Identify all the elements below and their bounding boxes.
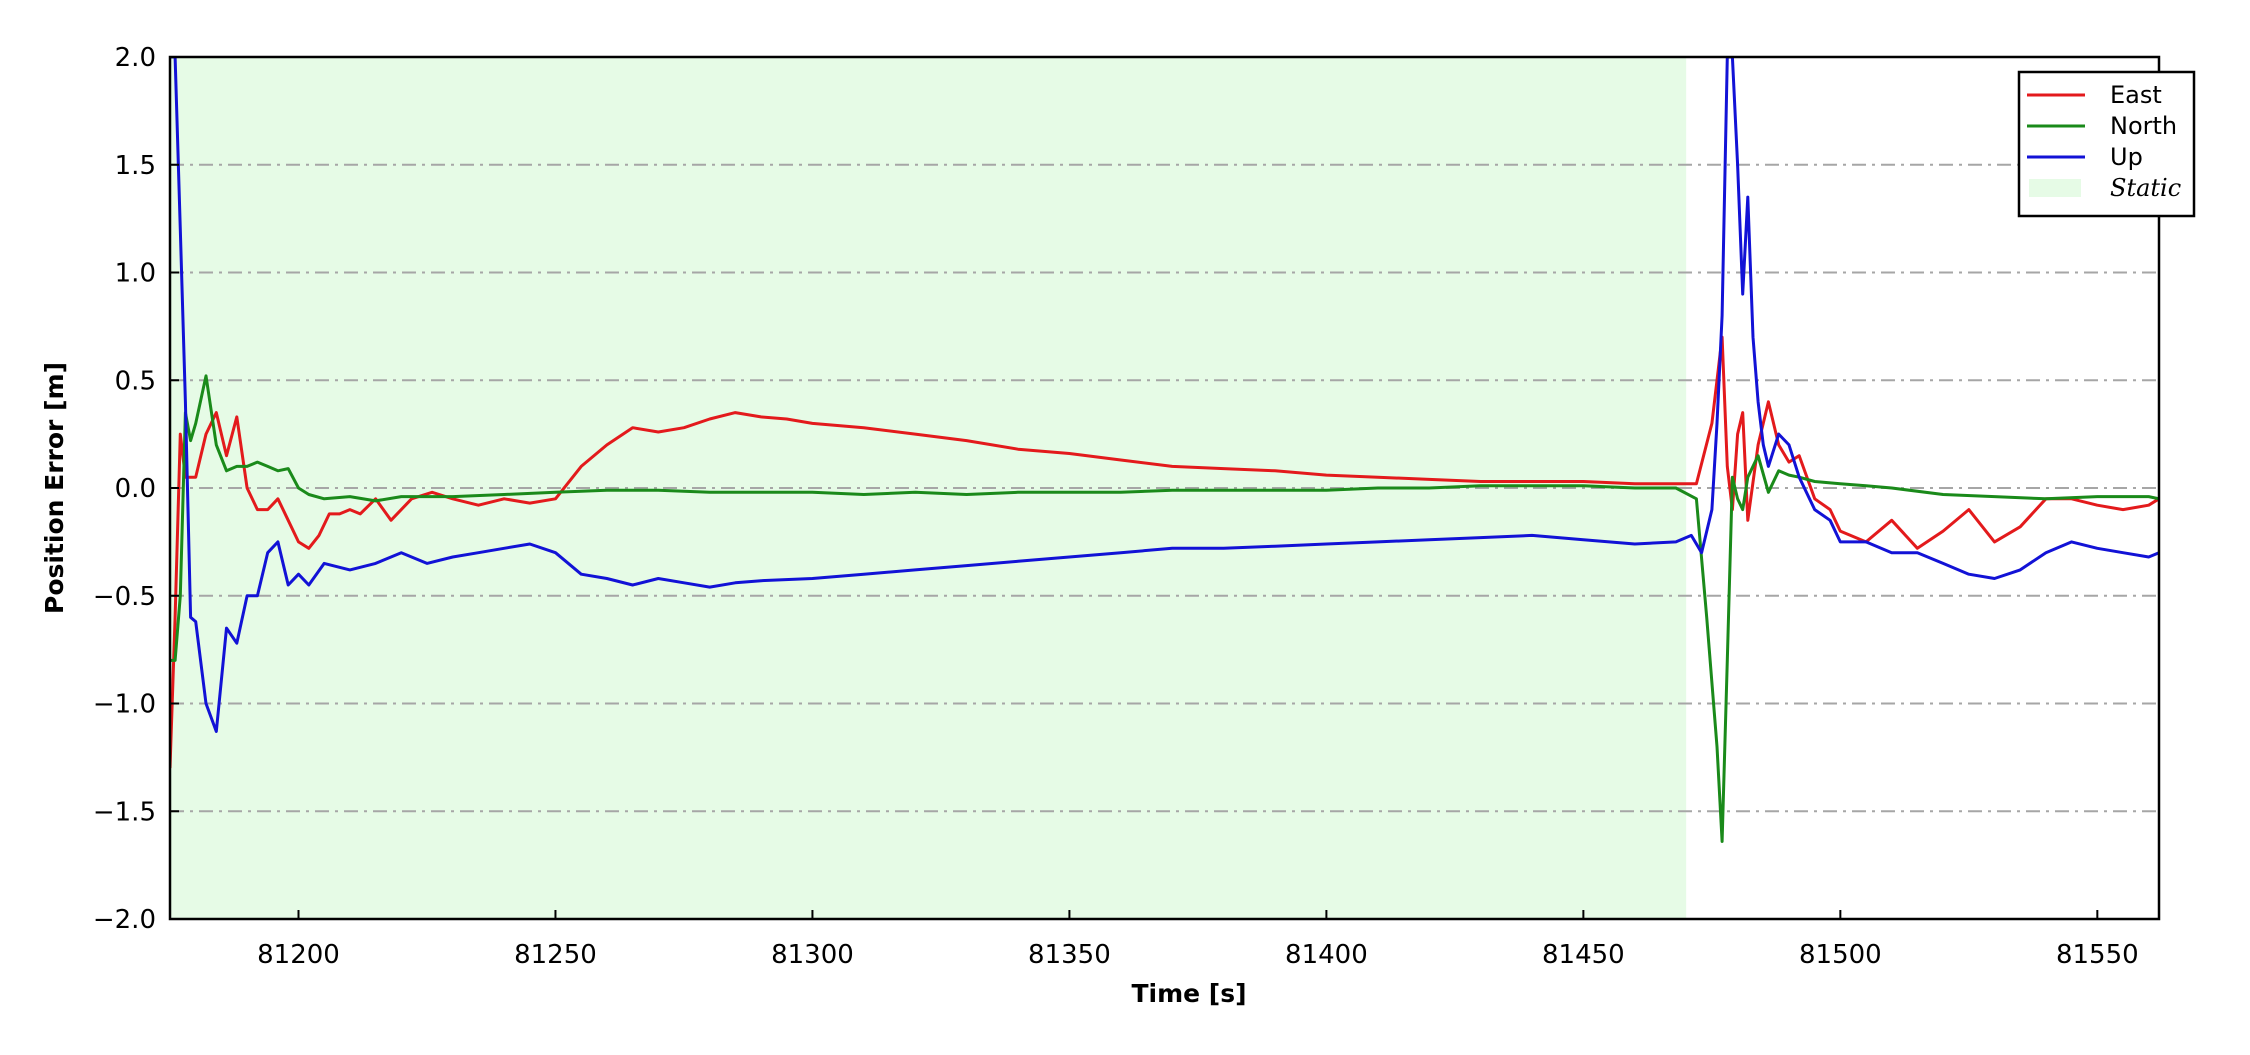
x-tick-label: 81300	[771, 940, 854, 970]
x-tick-label: 81500	[1799, 940, 1882, 970]
grid-layer	[170, 163, 2159, 813]
legend-label-north: North	[2110, 112, 2177, 140]
legend-label-east: East	[2110, 81, 2162, 109]
x-tick-label: 81550	[2056, 940, 2139, 970]
y-tick-label: 1.0	[115, 259, 156, 289]
y-tick-label: 0.0	[115, 474, 156, 504]
x-axis-label: Time [s]	[1131, 979, 1246, 1008]
x-tick-label: 81400	[1285, 940, 1368, 970]
x-tick-label: 81350	[1028, 940, 1111, 970]
y-tick-label: 2.0	[115, 43, 156, 73]
y-tick-label: 0.5	[115, 366, 156, 396]
y-tick-label: −0.5	[93, 582, 156, 612]
series-line-up	[170, 57, 2159, 733]
x-tick-label: 81450	[1542, 940, 1625, 970]
legend: East North Up Static	[2017, 70, 2196, 218]
legend-label-static: Static	[2110, 174, 2181, 202]
series-line-east	[170, 335, 2159, 769]
legend-swatch-static	[2029, 179, 2081, 197]
y-tick-label: −2.0	[93, 905, 156, 935]
series-line-north	[170, 374, 2159, 843]
series-layer	[170, 57, 2159, 843]
y-tick-label: 1.5	[115, 151, 156, 181]
y-axis-label: Position Error [m]	[40, 362, 69, 614]
x-tick-label: 81200	[257, 940, 340, 970]
y-tick-label: −1.5	[93, 797, 156, 827]
y-tick-label: −1.0	[93, 690, 156, 720]
legend-label-up: Up	[2110, 143, 2143, 171]
x-tick-label: 81250	[514, 940, 597, 970]
ticks-layer: 81200 81250 81300 81350 81400 81450 81500 81550…	[93, 43, 2139, 970]
